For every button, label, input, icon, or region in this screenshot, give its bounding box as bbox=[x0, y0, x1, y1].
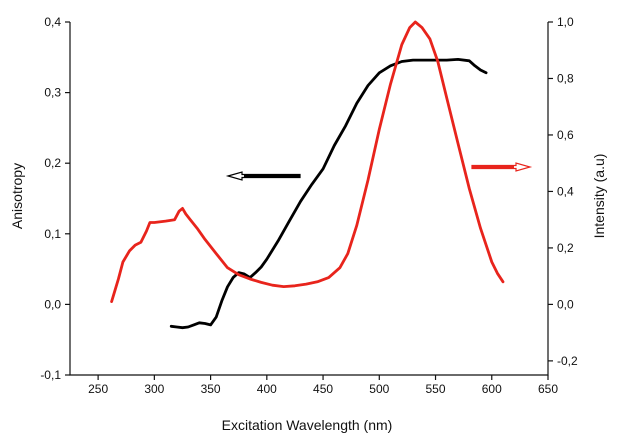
y-right-tick-label: 0,4 bbox=[557, 184, 574, 198]
y-axis-left-title: Anisotropy bbox=[9, 163, 25, 229]
axis-frame bbox=[69, 22, 549, 376]
y-right-tick-label: 0,6 bbox=[557, 128, 574, 142]
arrow-layer bbox=[225, 162, 533, 181]
x-tick-label: 550 bbox=[426, 382, 446, 396]
y-left-tick-label: -0,1 bbox=[40, 368, 61, 382]
x-tick-label: 300 bbox=[144, 382, 164, 396]
y-right-tick-label: 0,8 bbox=[557, 71, 574, 85]
x-tick-label: 650 bbox=[538, 382, 558, 396]
x-axis-title: Excitation Wavelength (nm) bbox=[222, 417, 393, 433]
y-right-tick-label: 0,2 bbox=[557, 241, 574, 255]
y-left-tick-label: 0,0 bbox=[44, 297, 61, 311]
x-tick-label: 450 bbox=[313, 382, 333, 396]
y-left-tick-label: 0,3 bbox=[44, 86, 61, 100]
x-tick-label: 400 bbox=[257, 382, 277, 396]
y-right-tick-label: 1,0 bbox=[557, 15, 574, 29]
anisotropy-series-line bbox=[169, 58, 488, 330]
axes: 250 300 350 400 450 500 550 600 650 -0,1 0,0 0,1 0,2… bbox=[40, 15, 578, 396]
y-right-tick-label: -0,2 bbox=[557, 354, 578, 368]
series-layer bbox=[110, 20, 505, 330]
x-tick-label: 250 bbox=[88, 382, 108, 396]
y-left-tick-label: 0,1 bbox=[44, 227, 61, 241]
y-left-tick-label: 0,2 bbox=[44, 156, 61, 170]
y-axis-right-title: Intensity (a.u) bbox=[591, 154, 607, 239]
intensity-series-line bbox=[110, 20, 505, 303]
x-tick-label: 350 bbox=[201, 382, 221, 396]
y-right-tick-label: 0,0 bbox=[557, 297, 574, 311]
x-tick-label: 600 bbox=[482, 382, 502, 396]
y-left-tick-label: 0,4 bbox=[44, 15, 61, 29]
x-tick-label: 500 bbox=[369, 382, 389, 396]
